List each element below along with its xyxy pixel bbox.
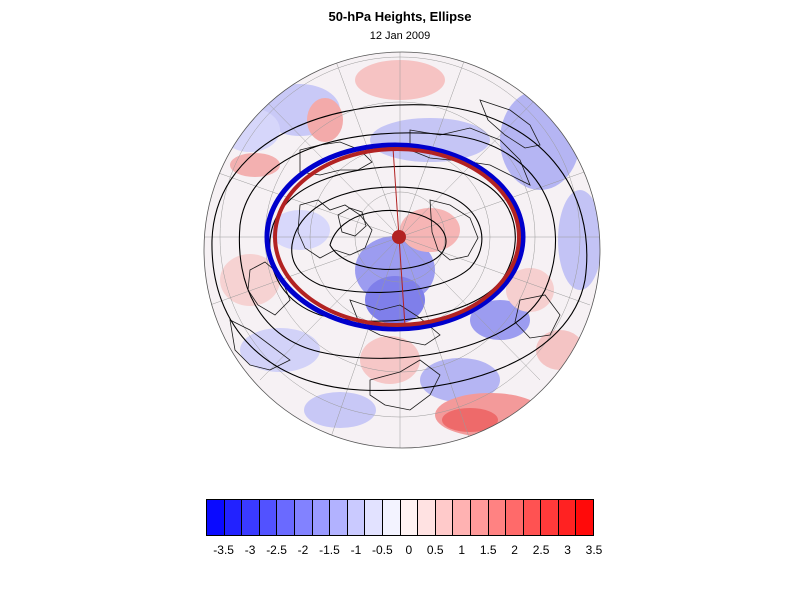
color-legend-bar <box>206 499 594 536</box>
color-legend-tick-label: 2.5 <box>532 543 550 557</box>
ellipse-center-marker <box>392 230 406 244</box>
color-legend-swatch <box>365 500 383 535</box>
color-legend-tick-label: 2 <box>511 543 518 557</box>
color-legend-swatch <box>382 500 401 535</box>
vortex-edge-contour <box>264 142 526 332</box>
color-legend-swatch <box>470 500 489 535</box>
anomaly-field <box>204 52 600 448</box>
color-legend-tick-label: 3 <box>564 543 571 557</box>
color-legend-tick-label: 1.5 <box>479 543 497 557</box>
fitted-ellipse <box>273 147 521 327</box>
map-boundary <box>203 51 601 449</box>
color-legend-swatch <box>347 500 366 535</box>
color-legend-tick-label: -2.5 <box>266 543 287 557</box>
color-legend-tick-label: 0.5 <box>426 543 444 557</box>
color-legend-tick-label: 3.5 <box>585 543 603 557</box>
map-date: 12 Jan 2009 <box>369 30 431 42</box>
color-legend-tick-label: -0.5 <box>372 543 393 557</box>
color-legend-labels: -3.5 -3 -2.5 -2 -1.5 -1 -0.5 0 0.5 1 1.5 2 2.5 3 3.5 <box>206 543 602 559</box>
coastlines <box>229 99 561 411</box>
color-legend-swatch <box>312 500 331 535</box>
color-legend-tick-label: -2 <box>297 543 309 557</box>
color-legend-swatch <box>259 500 278 535</box>
color-legend-swatch <box>242 500 260 535</box>
map-title: 50-hPa Heights, Ellipse <box>328 9 472 24</box>
color-legend-tick-label: 1 <box>458 543 466 557</box>
color-legend-tick-label: -1.5 <box>319 543 340 557</box>
color-legend-swatch <box>453 500 471 535</box>
color-legend-swatch <box>400 500 419 535</box>
color-legend-swatch <box>224 500 243 535</box>
color-legend-tick-label: -3 <box>244 543 256 557</box>
polar-stereographic-map <box>203 51 601 449</box>
color-legend-swatch <box>576 500 594 535</box>
color-legend-tick-label: 0 <box>405 543 413 557</box>
color-legend-swatch <box>277 500 295 535</box>
color-legend-swatch <box>418 500 436 535</box>
color-legend-swatch <box>506 500 524 535</box>
color-legend-swatch <box>330 500 348 535</box>
color-legend-tick-label: -3.5 <box>213 543 234 557</box>
color-legend-swatch <box>294 500 313 535</box>
color-legend-swatch <box>207 500 225 535</box>
color-legend-swatch <box>523 500 542 535</box>
height-contours <box>211 104 588 392</box>
color-legend-tick-label: -1 <box>350 543 362 557</box>
color-legend-swatch <box>541 500 559 535</box>
color-legend-swatch <box>435 500 454 535</box>
color-legend-swatch <box>558 500 577 535</box>
color-legend-swatch <box>488 500 507 535</box>
